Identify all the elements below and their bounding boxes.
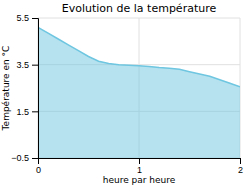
x-tick: 1 [137,158,142,175]
y-tick-label: 1.5 [16,107,29,117]
y-tick-mark [32,18,38,19]
x-tick-label: 2 [238,165,243,175]
marks [38,27,240,158]
x-tick-mark [240,158,241,164]
y-tick-mark [32,111,38,112]
y-axis-line [32,19,39,159]
x-tick-mark [139,158,140,164]
y-tick: 3.5 [16,60,38,70]
y-tick-label: 5.5 [16,13,29,23]
y-axis-title: Température en °C [1,46,11,132]
area [38,27,240,158]
plot: 0 1 2 −0.5 1.5 3.5 5.5 [11,13,243,175]
x-axis: 0 1 2 [36,158,243,175]
y-tick: 1.5 [16,107,38,117]
y-tick: −0.5 [11,153,38,163]
y-tick-mark [32,65,38,66]
x-axis-line [39,159,241,165]
y-tick: 5.5 [16,13,38,23]
title: Evolution de la température [62,2,217,15]
y-tick-mark [32,158,38,159]
grid [38,18,240,158]
x-tick-label: 0 [36,165,41,175]
y-tick-label: −0.5 [11,153,29,163]
line [38,27,240,87]
x-tick: 2 [238,158,243,175]
grid-line-y [38,18,240,19]
x-tick-label: 1 [137,165,142,175]
x-tick: 0 [36,158,41,175]
x-axis-title: heure par heure [103,175,176,185]
y-tick-label: 3.5 [16,60,29,70]
chart: 0 1 2 −0.5 1.5 3.5 5.5 Evolution de la températ… [0,0,250,188]
y-axis: −0.5 1.5 3.5 5.5 [11,13,38,163]
